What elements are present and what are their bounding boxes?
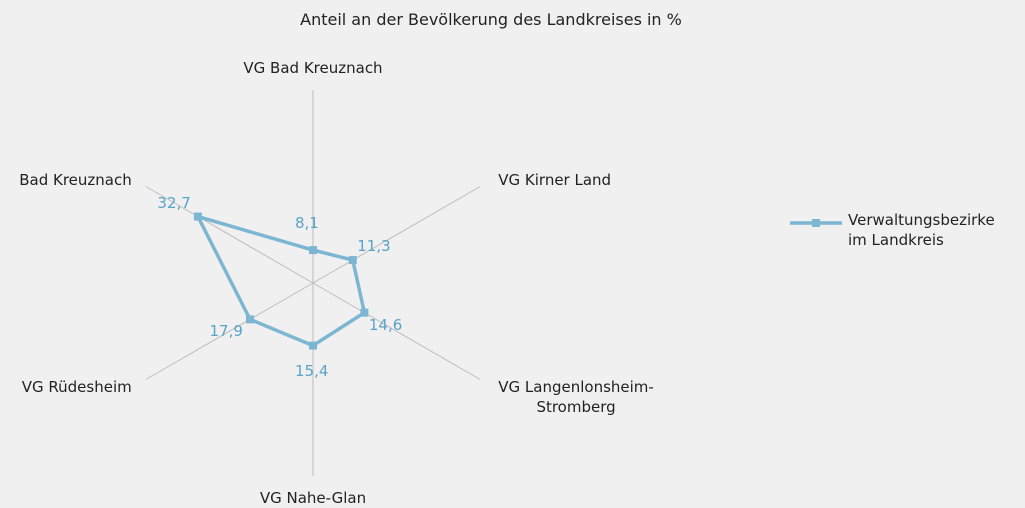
category-label: VG Rüdesheim: [21, 377, 132, 396]
category-label: VG Bad Kreuznach: [243, 59, 383, 77]
axis-line: [145, 282, 314, 380]
legend-marker: [812, 219, 820, 227]
category-label: VG Kirner Land: [498, 170, 612, 189]
category-label: Bad Kreuznach: [19, 170, 132, 189]
marker: [360, 308, 369, 317]
data-label: 15,4: [295, 361, 329, 380]
axis-line: [145, 186, 314, 284]
marker: [309, 341, 317, 350]
category-label: VG Nahe-Glan: [259, 489, 367, 507]
data-label: 17,9: [209, 322, 243, 341]
chart-title: Anteil an der Bevölkerung des Landkreise…: [300, 10, 682, 29]
axis-line: [312, 186, 481, 284]
data-label: 14,6: [368, 315, 403, 334]
category-label: VG Langenlonsheim- Stromberg: [498, 377, 654, 416]
marker: [193, 212, 202, 221]
marker: [348, 256, 357, 265]
data-label: 32,7: [157, 193, 191, 212]
axis-line: [312, 282, 481, 380]
legend-label: Verwaltungsbezirke im Landkreis: [848, 211, 995, 249]
data-label: 11,3: [357, 237, 391, 256]
data-label: 8,1: [295, 214, 319, 233]
marker: [309, 246, 317, 255]
marker: [246, 315, 255, 324]
